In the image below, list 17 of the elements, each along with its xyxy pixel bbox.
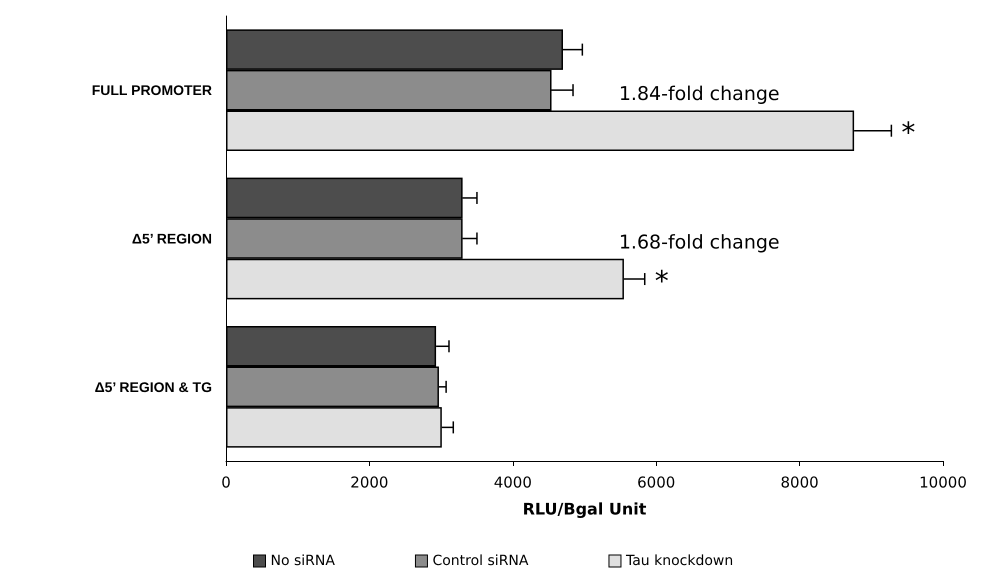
- x-tick-label: 8000: [780, 474, 819, 492]
- y-tick-label: Δ5’ REGION & TG: [94, 378, 212, 395]
- legend-label: No siRNA: [270, 553, 336, 569]
- x-tick-label: 0: [221, 474, 231, 492]
- y-tick-label: Δ5’ REGION: [132, 230, 212, 246]
- annotation: 1.84-fold change: [618, 83, 780, 106]
- x-tick-label: 2000: [350, 474, 388, 492]
- x-tick-label: 10000: [919, 474, 967, 492]
- legend-label: Tau knockdown: [624, 553, 734, 569]
- x-tick-label: 4000: [494, 474, 532, 492]
- annotation: *: [901, 116, 916, 150]
- x-tick-label: 6000: [637, 474, 676, 492]
- annotation: 1.68-fold change: [618, 232, 780, 254]
- x-axis-title: RLU/Bgal Unit: [522, 500, 647, 518]
- y-tick-label: FULL PROMOTER: [92, 82, 212, 98]
- annotation: *: [654, 264, 669, 298]
- legend-label: Control siRNA: [432, 553, 529, 569]
